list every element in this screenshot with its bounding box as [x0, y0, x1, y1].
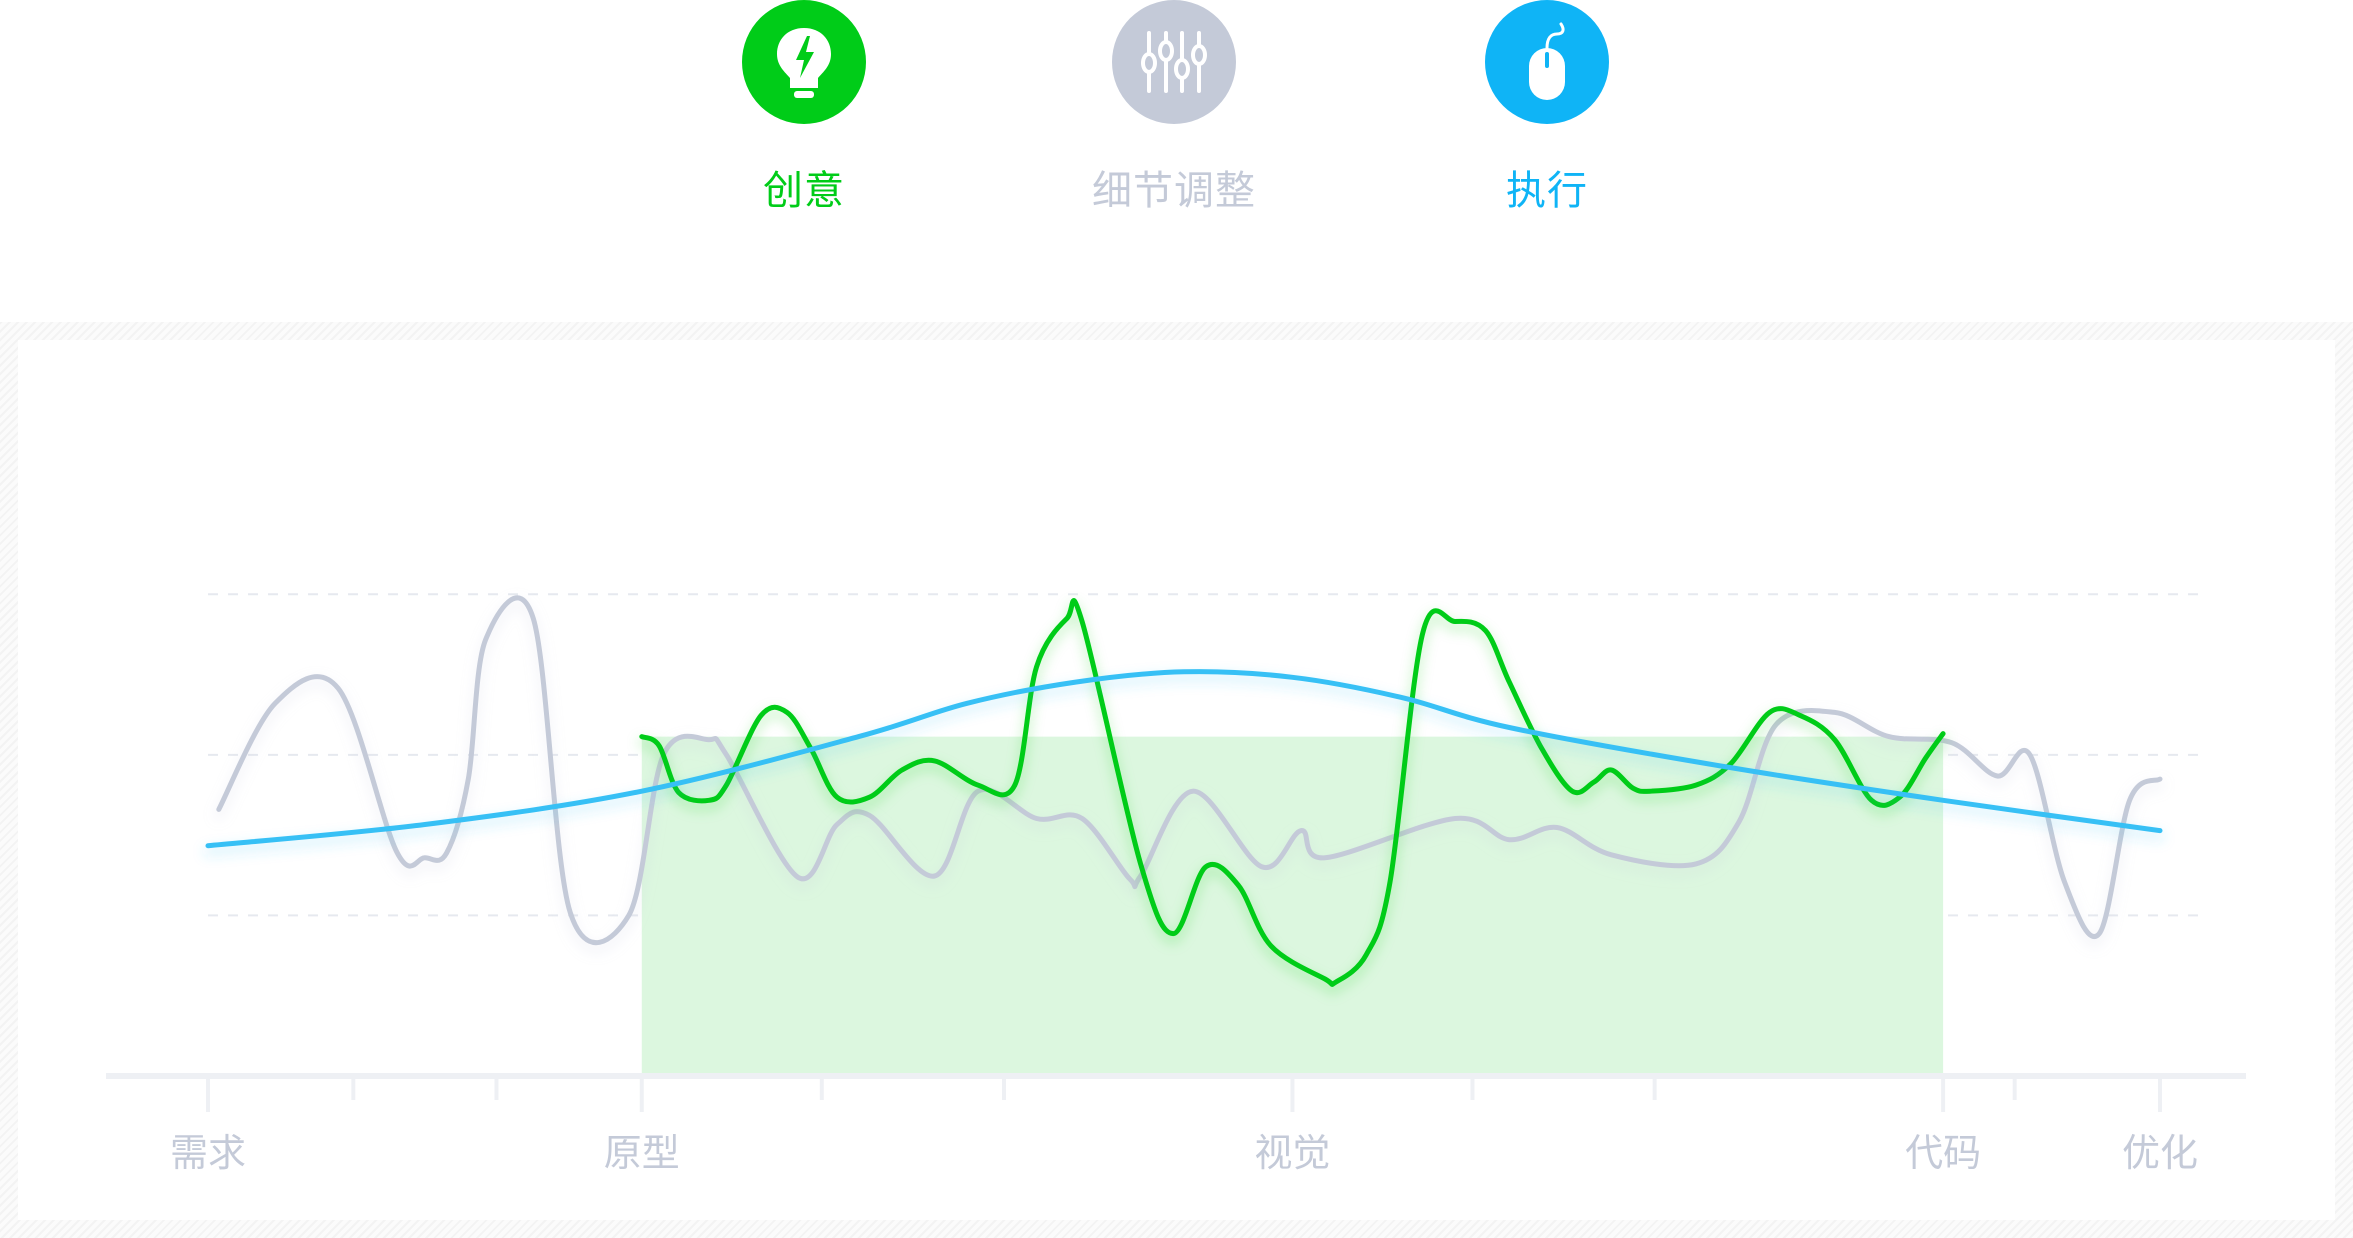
- x-tick-label: 代码: [1905, 1131, 1981, 1175]
- legend-label-creative: 创意: [763, 168, 845, 214]
- highlight-area: [641, 736, 1944, 1076]
- legend-label-fine-tuning: 细节调整: [1092, 168, 1256, 214]
- legend-item-fine-tuning[interactable]: 细节调整: [1024, 0, 1324, 216]
- x-axis-labels: 需求 原型 视觉 代码 优化: [170, 1131, 2198, 1175]
- mouse-icon: [1529, 22, 1565, 100]
- legend-label-execute: 执行: [1506, 168, 1588, 214]
- legend-circle-execute: [1485, 0, 1609, 124]
- sliders-icon: [1141, 31, 1207, 93]
- legend-item-creative[interactable]: 创意: [654, 0, 954, 216]
- series-line-execute: [205, 669, 2163, 849]
- legend-circle-creative: [742, 0, 866, 124]
- x-tick-label: 原型: [604, 1131, 680, 1175]
- lightbulb-bolt-icon: [777, 28, 831, 98]
- legend-item-execute[interactable]: 执行: [1397, 0, 1697, 216]
- series-line-execute-shadow: [203, 673, 2165, 857]
- series-group: [203, 595, 2165, 995]
- legend-circle-fine-tuning: [1112, 0, 1236, 124]
- x-tick-label: 需求: [170, 1131, 246, 1175]
- series-line-creative: [639, 598, 1946, 987]
- x-tick-label: 优化: [2122, 1131, 2198, 1175]
- x-axis-ticks: [206, 1076, 2162, 1112]
- series-line-creative-shadow: [637, 602, 1948, 995]
- x-tick-label: 视觉: [1254, 1131, 1330, 1175]
- series-line-fine-tuning: [216, 595, 2163, 946]
